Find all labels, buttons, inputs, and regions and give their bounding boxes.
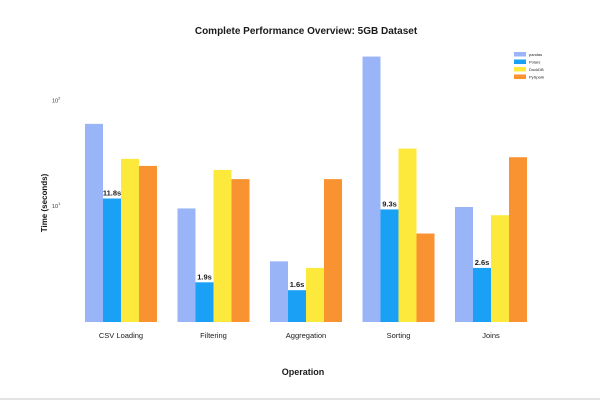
bar-polars-csv-loading bbox=[103, 198, 121, 322]
bar-duckdb-csv-loading bbox=[121, 158, 139, 322]
x-tick-label: Filtering bbox=[200, 331, 227, 340]
bar-duckdb-sorting bbox=[398, 148, 417, 322]
bar-pyspark-filtering bbox=[231, 179, 250, 322]
x-tick-label: CSV Loading bbox=[99, 331, 143, 340]
y-tick-exponent: 1 bbox=[58, 201, 61, 206]
bar-polars-filtering bbox=[195, 282, 214, 322]
legend-swatch-polars bbox=[514, 59, 526, 64]
bar-pandas-aggregation bbox=[270, 261, 288, 322]
x-axis-label: Operation bbox=[282, 367, 325, 377]
data-label: 11.8s bbox=[103, 188, 121, 197]
bar-pyspark-joins bbox=[509, 157, 527, 322]
bar-polars-sorting bbox=[380, 209, 399, 322]
bar-pyspark-aggregation bbox=[324, 179, 342, 322]
y-tick-label: 101 bbox=[52, 201, 61, 210]
bar-polars-aggregation bbox=[288, 290, 306, 322]
legend-entry: DuckDB bbox=[529, 67, 544, 72]
bar-group bbox=[85, 56, 527, 322]
bar-pandas-filtering bbox=[177, 208, 196, 322]
data-label: 1.9s bbox=[197, 272, 212, 281]
x-tick-label: Aggregation bbox=[286, 331, 326, 340]
legend-swatch-pyspark bbox=[514, 74, 526, 79]
y-axis-label: Time (seconds) bbox=[40, 173, 49, 232]
legend-entry: PySpark bbox=[529, 75, 544, 80]
legend-entry: Polars bbox=[529, 60, 540, 65]
bar-polars-joins bbox=[473, 267, 491, 322]
chart-title: Complete Performance Overview: 5GB Datas… bbox=[195, 26, 418, 37]
bar-pandas-csv-loading bbox=[85, 123, 103, 322]
data-label: 1.6s bbox=[290, 280, 305, 289]
bar-duckdb-joins bbox=[491, 215, 509, 322]
bar-pandas-joins bbox=[455, 207, 473, 322]
y-tick-exponent: 2 bbox=[58, 95, 61, 100]
data-label: 9.3s bbox=[382, 199, 397, 208]
legend: pandas Polars DuckDB PySpark bbox=[514, 52, 544, 80]
bottom-divider bbox=[0, 398, 600, 400]
data-label-group: 11.8s 1.9s 1.6s 9.3s 2.6s bbox=[103, 188, 489, 289]
legend-swatch-pandas bbox=[514, 52, 526, 57]
bar-pyspark-sorting bbox=[416, 233, 435, 322]
bar-pyspark-csv-loading bbox=[139, 165, 157, 322]
bar-duckdb-filtering bbox=[213, 169, 232, 322]
bar-duckdb-aggregation bbox=[306, 267, 324, 322]
x-tick-label: Sorting bbox=[387, 331, 411, 340]
bar-pandas-sorting bbox=[362, 56, 381, 322]
x-tick-label: Joins bbox=[482, 331, 500, 340]
legend-swatch-duckdb bbox=[514, 67, 526, 72]
legend-entry: pandas bbox=[529, 52, 542, 57]
data-label: 2.6s bbox=[475, 258, 490, 267]
y-tick-group: 101 102 bbox=[52, 95, 61, 210]
y-tick-label: 102 bbox=[52, 95, 61, 104]
x-tick-group: CSV Loading Filtering Aggregation Sorting Jo… bbox=[99, 331, 500, 340]
